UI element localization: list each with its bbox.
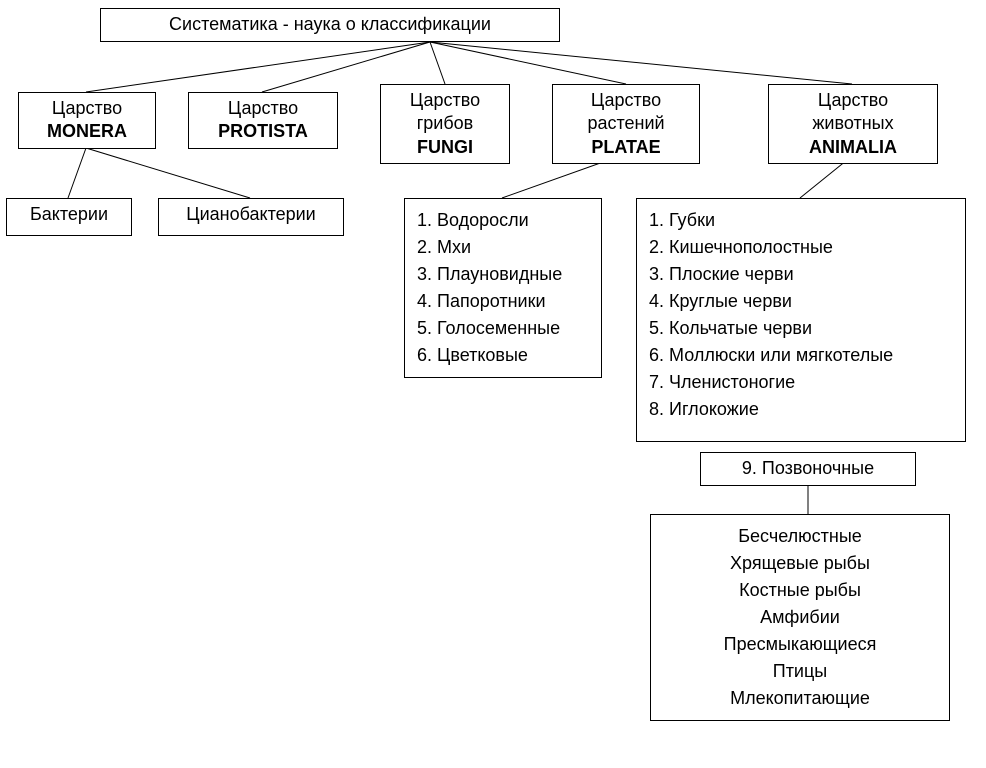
list-item: 8. Иглокожие	[649, 396, 953, 423]
kingdom-label-top: Царство	[195, 97, 331, 120]
vertebrates-title: 9. Позвоночные	[742, 458, 874, 478]
kingdom-label-bold: ANIMALIA	[775, 136, 931, 159]
list-item: Амфибии	[663, 604, 937, 631]
kingdom-label-bold: FUNGI	[387, 136, 503, 159]
kingdom-sub: растений	[559, 112, 693, 135]
list-item: Бесчелюстные	[663, 523, 937, 550]
list-item: 1. Губки	[649, 207, 953, 234]
list-item: 7. Членистоногие	[649, 369, 953, 396]
plants-list-box: 1. Водоросли 2. Мхи 3. Плауновидные 4. П…	[404, 198, 602, 378]
kingdom-protista: Царство PROTISTA	[188, 92, 338, 149]
list-item: Хрящевые рыбы	[663, 550, 937, 577]
vertebrates-title-box: 9. Позвоночные	[700, 452, 916, 486]
kingdom-sub: грибов	[387, 112, 503, 135]
list-item: Пресмыкающиеся	[663, 631, 937, 658]
vertebrates-list-box: Бесчелюстные Хрящевые рыбы Костные рыбы …	[650, 514, 950, 721]
list-item: 6. Цветковые	[417, 342, 589, 369]
kingdom-fungi: Царство грибов FUNGI	[380, 84, 510, 164]
list-item: 3. Плоские черви	[649, 261, 953, 288]
kingdom-label-bold: MONERA	[25, 120, 149, 143]
kingdom-platae: Царство растений PLATAE	[552, 84, 700, 164]
monera-child-label: Цианобактерии	[186, 204, 316, 224]
monera-child-cyanobacteria: Цианобактерии	[158, 198, 344, 236]
list-item: 3. Плауновидные	[417, 261, 589, 288]
kingdom-label-top: Царство	[387, 89, 503, 112]
animals-list-box: 1. Губки 2. Кишечнополостные 3. Плоские …	[636, 198, 966, 442]
list-item: 4. Папоротники	[417, 288, 589, 315]
root-title: Систематика - наука о классификации	[169, 14, 491, 34]
list-item: 5. Кольчатые черви	[649, 315, 953, 342]
list-item: 4. Круглые черви	[649, 288, 953, 315]
kingdom-label-top: Царство	[775, 89, 931, 112]
list-item: 6. Моллюски или мягкотелые	[649, 342, 953, 369]
kingdom-label-bold: PROTISTA	[195, 120, 331, 143]
list-item: Млекопитающие	[663, 685, 937, 712]
list-item: 2. Кишечнополостные	[649, 234, 953, 261]
kingdom-label-bold: PLATAE	[559, 136, 693, 159]
list-item: 1. Водоросли	[417, 207, 589, 234]
list-item: 2. Мхи	[417, 234, 589, 261]
kingdom-monera: Царство MONERA	[18, 92, 156, 149]
monera-child-bacteria: Бактерии	[6, 198, 132, 236]
list-item: Птицы	[663, 658, 937, 685]
kingdom-label-top: Царство	[25, 97, 149, 120]
kingdom-animalia: Царство животных ANIMALIA	[768, 84, 938, 164]
root-title-box: Систематика - наука о классификации	[100, 8, 560, 42]
kingdom-sub: животных	[775, 112, 931, 135]
kingdom-label-top: Царство	[559, 89, 693, 112]
monera-child-label: Бактерии	[30, 204, 108, 224]
list-item: 5. Голосеменные	[417, 315, 589, 342]
list-item: Костные рыбы	[663, 577, 937, 604]
